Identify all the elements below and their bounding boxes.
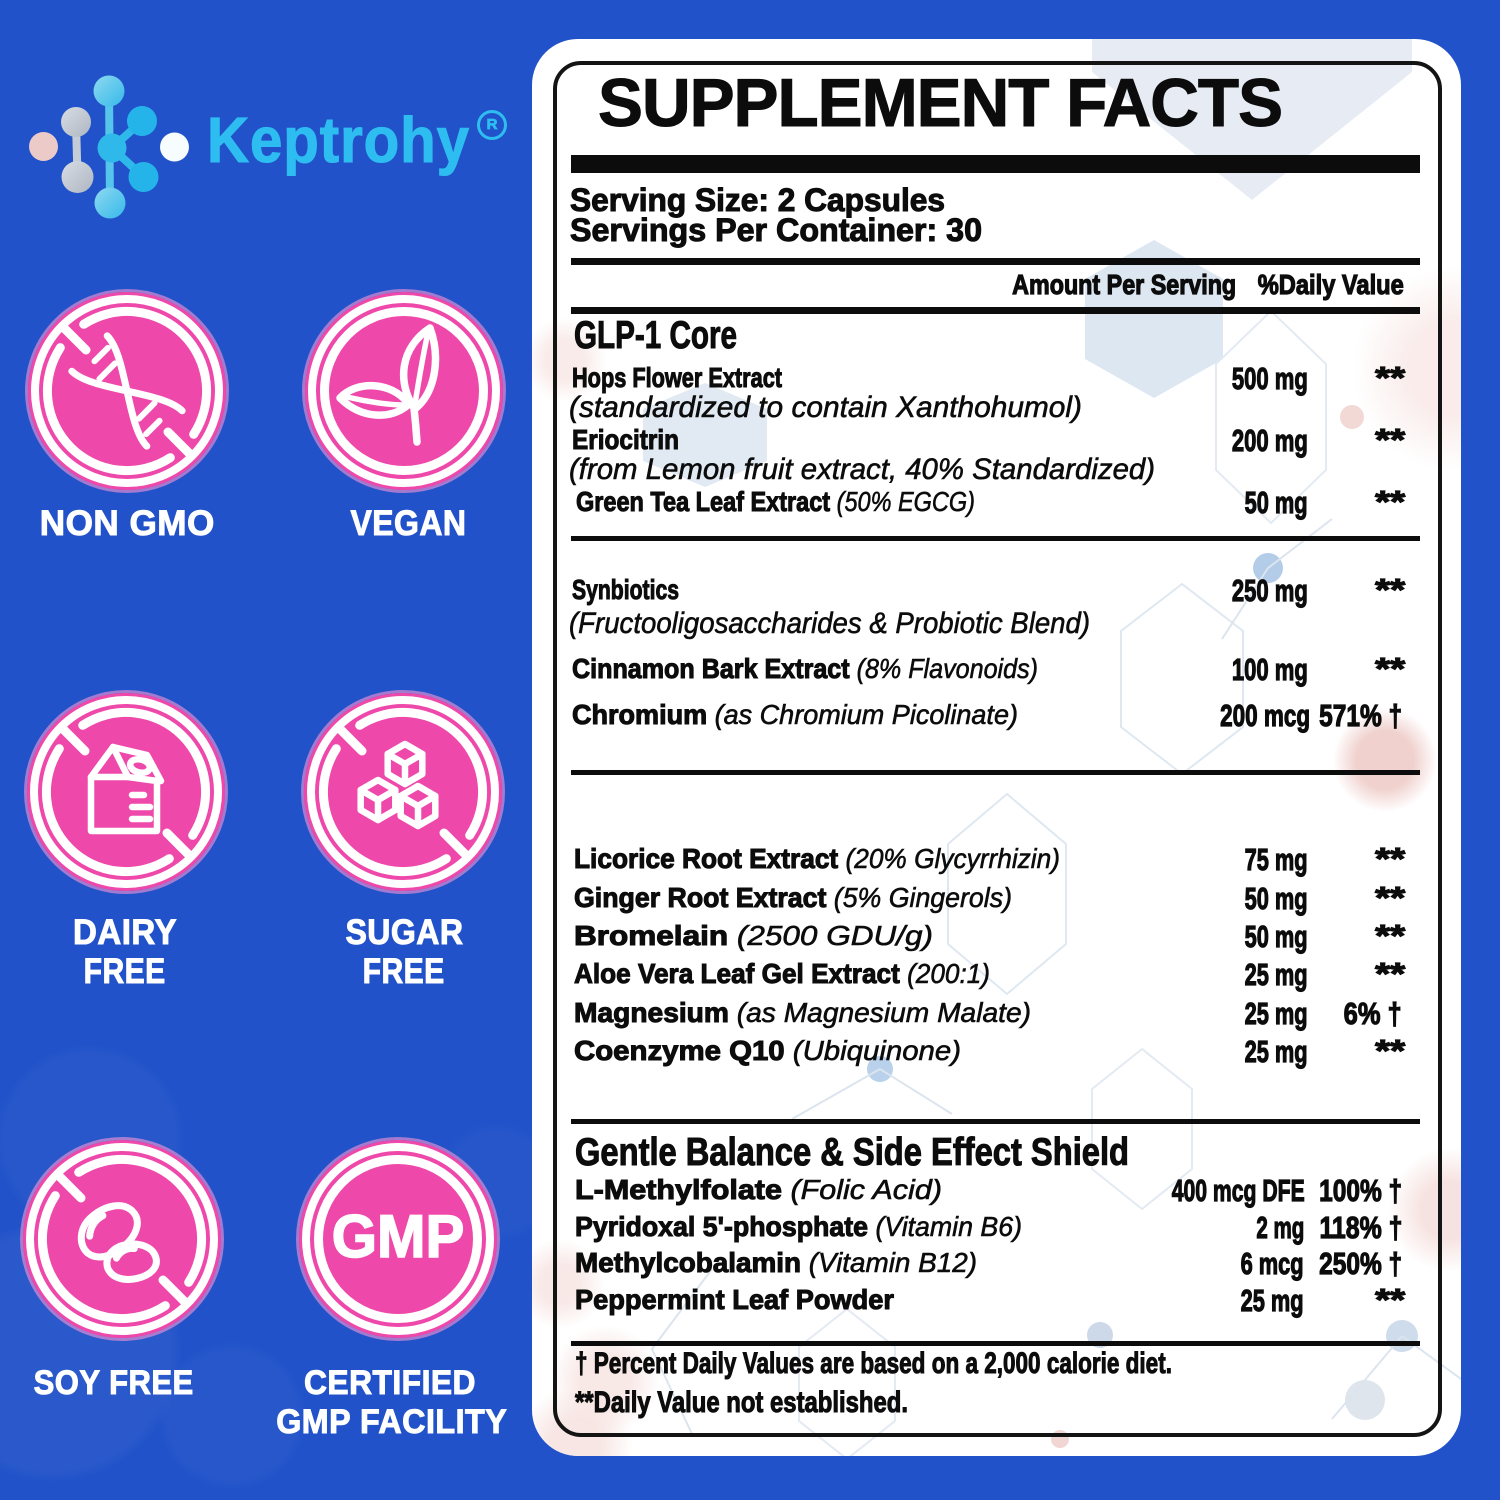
svg-text:GMP: GMP [332,1202,465,1270]
